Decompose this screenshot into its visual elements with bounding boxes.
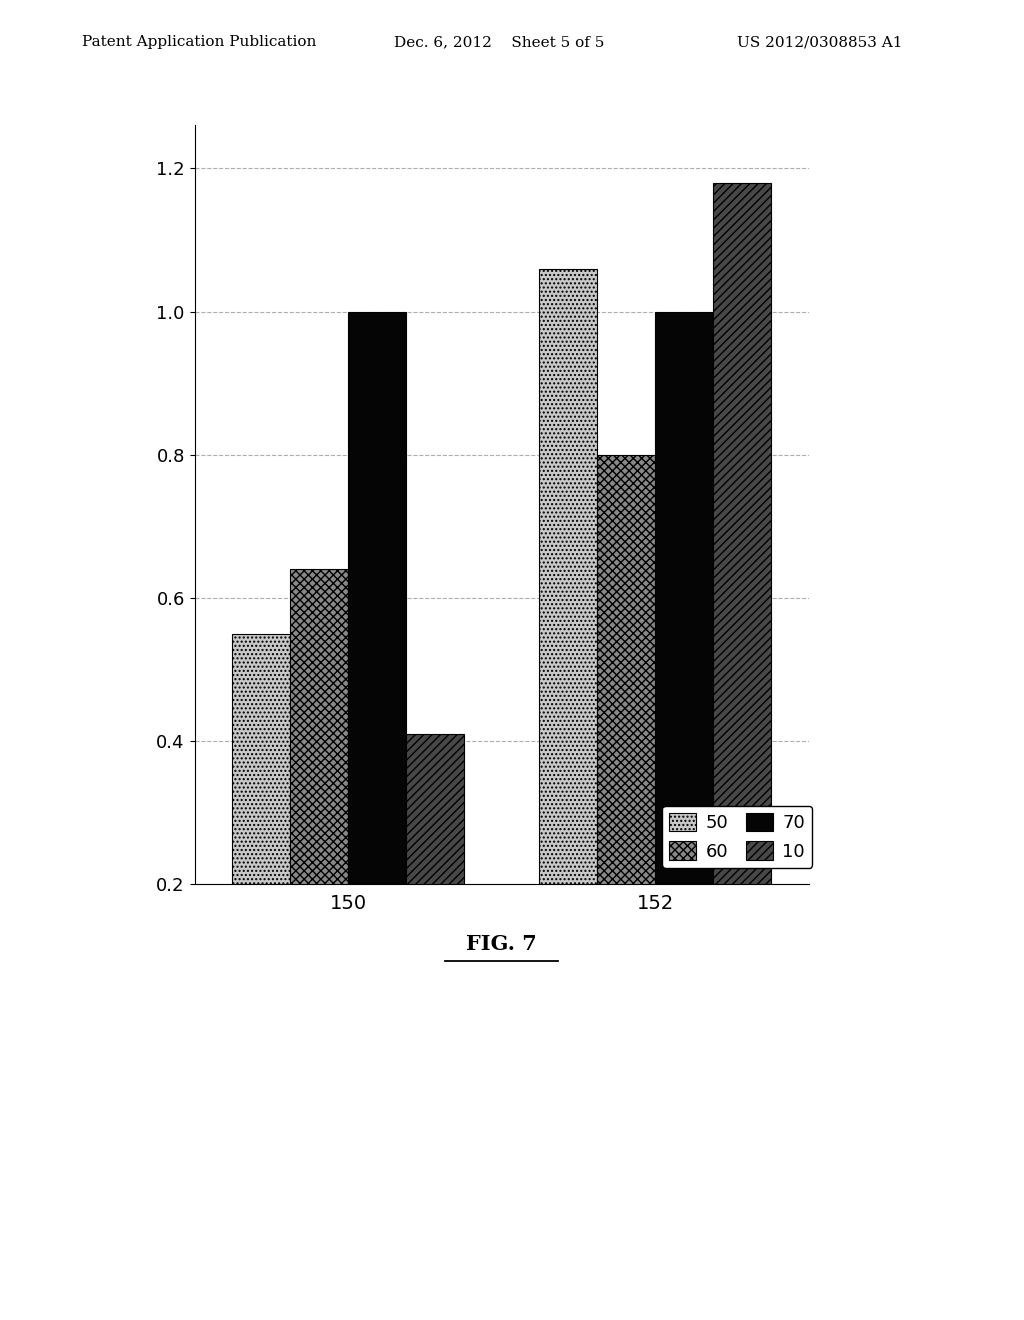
Text: FIG. 7: FIG. 7 (466, 933, 538, 954)
Bar (407, 734, 464, 1027)
Bar (290, 569, 348, 1027)
Bar (232, 634, 290, 1027)
Text: Patent Application Publication: Patent Application Publication (82, 36, 316, 49)
Bar (655, 312, 714, 1027)
Bar (348, 312, 407, 1027)
Text: Dec. 6, 2012    Sheet 5 of 5: Dec. 6, 2012 Sheet 5 of 5 (394, 36, 604, 49)
Text: US 2012/0308853 A1: US 2012/0308853 A1 (737, 36, 903, 49)
Bar (540, 268, 597, 1027)
Bar (597, 455, 655, 1027)
Legend: 50, 60, 70, 10: 50, 60, 70, 10 (662, 805, 812, 867)
Bar (714, 182, 771, 1027)
